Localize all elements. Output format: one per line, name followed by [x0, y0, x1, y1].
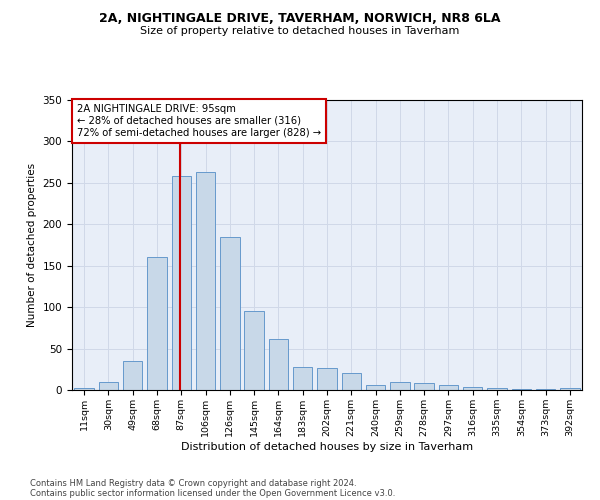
Text: Contains public sector information licensed under the Open Government Licence v3: Contains public sector information licen…	[30, 488, 395, 498]
Bar	[341, 374, 361, 390]
Bar	[536, 389, 555, 390]
Bar	[560, 388, 580, 390]
Bar	[512, 389, 531, 390]
Bar	[293, 367, 313, 390]
Y-axis label: Number of detached properties: Number of detached properties	[27, 163, 37, 327]
Bar	[269, 338, 288, 390]
Bar	[172, 176, 191, 390]
Bar	[463, 386, 482, 390]
Bar	[147, 258, 167, 390]
Bar	[487, 388, 507, 390]
Text: 2A, NIGHTINGALE DRIVE, TAVERHAM, NORWICH, NR8 6LA: 2A, NIGHTINGALE DRIVE, TAVERHAM, NORWICH…	[99, 12, 501, 26]
Bar	[123, 361, 142, 390]
Bar	[439, 385, 458, 390]
Bar	[74, 388, 94, 390]
Bar	[220, 236, 239, 390]
Text: Size of property relative to detached houses in Taverham: Size of property relative to detached ho…	[140, 26, 460, 36]
Bar	[99, 382, 118, 390]
Bar	[366, 385, 385, 390]
Bar	[244, 312, 264, 390]
Text: 2A NIGHTINGALE DRIVE: 95sqm
← 28% of detached houses are smaller (316)
72% of se: 2A NIGHTINGALE DRIVE: 95sqm ← 28% of det…	[77, 104, 321, 138]
Bar	[196, 172, 215, 390]
X-axis label: Distribution of detached houses by size in Taverham: Distribution of detached houses by size …	[181, 442, 473, 452]
Bar	[390, 382, 410, 390]
Bar	[415, 384, 434, 390]
Bar	[317, 368, 337, 390]
Text: Contains HM Land Registry data © Crown copyright and database right 2024.: Contains HM Land Registry data © Crown c…	[30, 478, 356, 488]
